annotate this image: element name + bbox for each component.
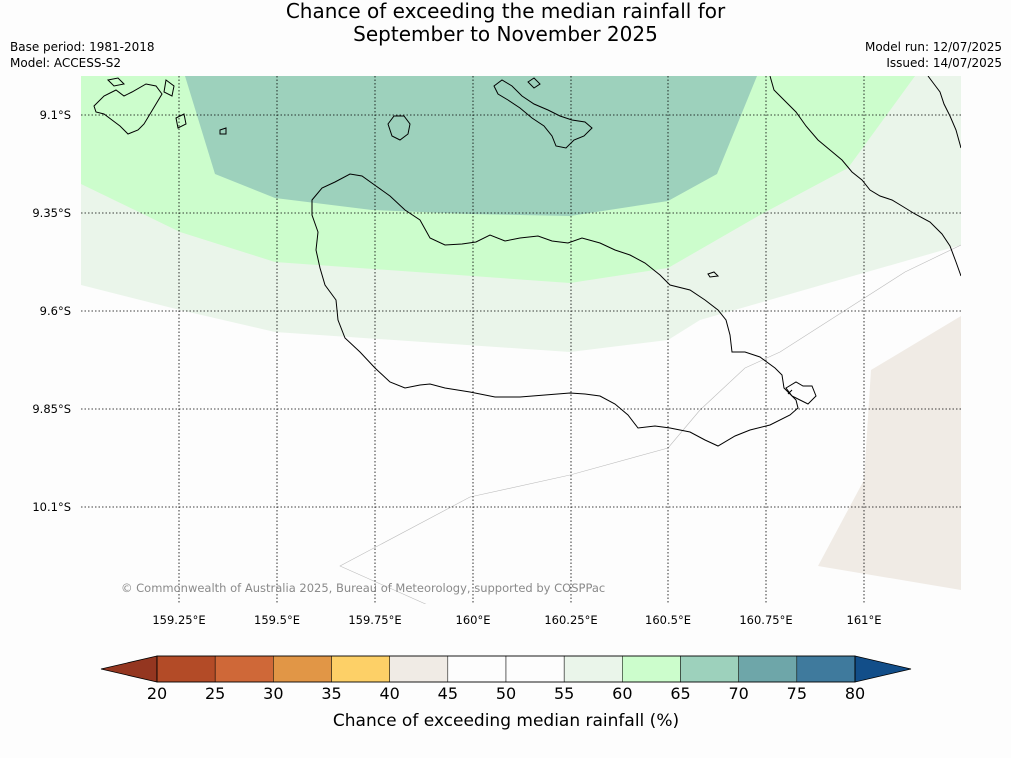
florida-islands [387, 77, 593, 149]
colorbar-high-extend [854, 655, 912, 683]
lon-label: 160°E [456, 613, 491, 627]
colorbar-cell [738, 655, 798, 683]
colorbar-tick-label: 45 [438, 684, 458, 703]
colorbar-cell [331, 655, 390, 683]
colorbar-label: Chance of exceeding median rainfall (%) [333, 711, 679, 731]
colorbar-tick-label: 70 [728, 684, 748, 703]
colorbar-tick-label: 30 [263, 684, 283, 703]
title-line-1: Chance of exceeding the median rainfall … [285, 0, 726, 23]
lat-label: 9.35°S [32, 206, 71, 220]
colorbar-ticks: 20 25 30 35 40 45 50 55 60 65 70 75 80 [147, 684, 865, 703]
colorbar-tick-label: 65 [670, 684, 690, 703]
lon-label: 159.75°E [348, 613, 401, 627]
colorbar-tick-label: 55 [554, 684, 574, 703]
lon-label: 161°E [847, 613, 882, 627]
map-area[interactable]: © Commonwealth of Australia 2025, Bureau… [81, 76, 961, 606]
zone-65-70 [185, 76, 757, 216]
colorbar-outline [156, 655, 856, 683]
colorbar-tick-label: 25 [205, 684, 225, 703]
colorbar-cell [563, 655, 623, 683]
lat-label: 9.6°S [40, 304, 71, 318]
colorbar-cell [389, 655, 449, 683]
colorbar-cell [156, 655, 216, 683]
colorbar-tick-label: 20 [147, 684, 167, 703]
colorbar-cell [796, 655, 856, 683]
colorbar-cell [622, 655, 681, 683]
meta-right: Model run: 12/07/2025 Issued: 14/07/2025 [865, 39, 1002, 71]
chart-title: Chance of exceeding the median rainfall … [0, 0, 1011, 46]
model-run-text: Model run: 12/07/2025 [864, 40, 1002, 54]
malaita-coastline [769, 76, 961, 277]
model-text: Model: ACCESS-S2 [10, 56, 122, 70]
colorbar-tick-label: 35 [321, 684, 341, 703]
colorbar-cell [214, 655, 274, 683]
meta-left: Base period: 1981-2018 Model: ACCESS-S2 [10, 39, 155, 71]
colorbar-cells [156, 655, 856, 683]
reef-line [339, 244, 961, 604]
marau-islets [785, 381, 817, 405]
issued-text: Issued: 14/07/2025 [886, 56, 1002, 70]
colorbar-tick-label: 75 [787, 684, 807, 703]
lat-label: 10.1°S [32, 500, 71, 514]
colorbar-low-extend [100, 655, 158, 683]
colorbar-tick-label: 80 [845, 684, 865, 703]
malaita-north-coast [927, 76, 961, 149]
small-islet [707, 271, 720, 278]
base-period-text: Base period: 1981-2018 [10, 40, 155, 54]
copyright-text: © Commonwealth of Australia 2025, Bureau… [121, 581, 605, 595]
lon-label: 159.25°E [152, 613, 205, 627]
colorbar-tick-label: 40 [379, 684, 399, 703]
lon-label: 160.75°E [739, 613, 792, 627]
lat-label: 9.1°S [40, 108, 71, 122]
colorbar-cell [680, 655, 739, 683]
colorbar-tick-label: 50 [496, 684, 516, 703]
colorbar: 20 25 30 35 40 45 50 55 60 65 70 75 80 Chance of exc… [100, 655, 912, 731]
colorbar-cell [273, 655, 332, 683]
lat-label: 9.85°S [32, 402, 71, 416]
colorbar-tick-label: 60 [612, 684, 632, 703]
lon-label: 159.5°E [254, 613, 300, 627]
zone-40-45 [818, 316, 961, 590]
colorbar-cell [505, 655, 565, 683]
lon-label: 160.25°E [544, 613, 597, 627]
colorbar-cell [447, 655, 507, 683]
russell-islands [93, 77, 227, 135]
graticule [81, 76, 961, 604]
lon-label: 160.5°E [645, 613, 691, 627]
title-line-2: September to November 2025 [353, 22, 658, 46]
